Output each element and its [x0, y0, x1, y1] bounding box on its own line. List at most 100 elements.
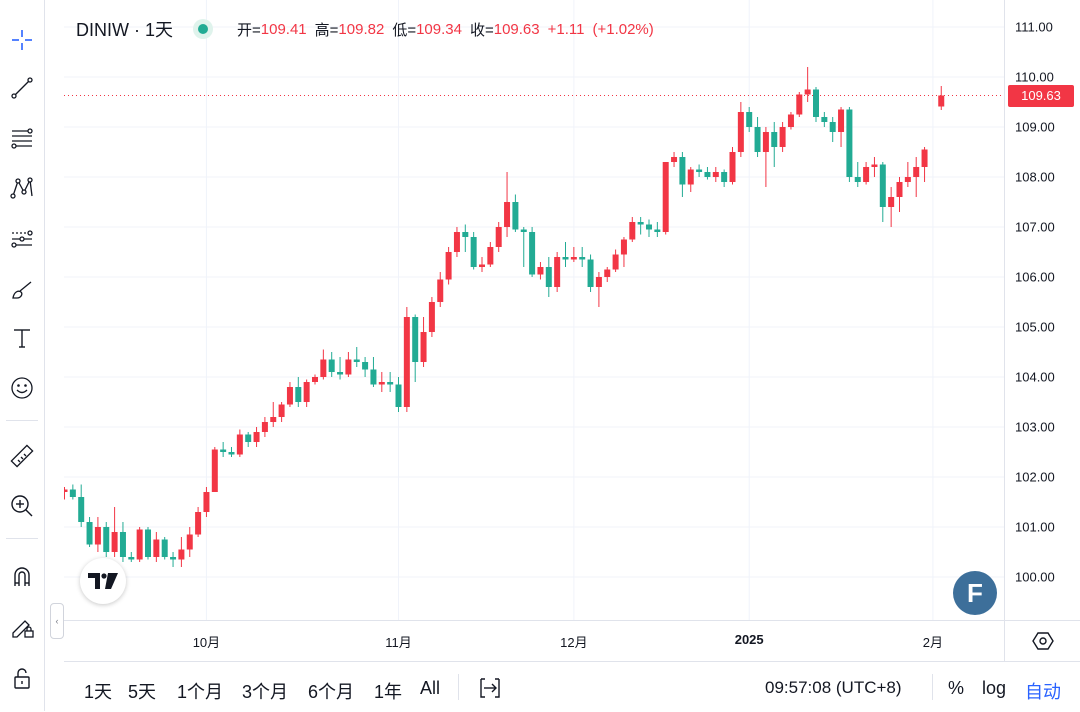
candle: [545, 257, 552, 297]
f-logo-badge[interactable]: F: [953, 571, 997, 615]
unlock-icon[interactable]: [0, 658, 44, 698]
time-tick-label: 2月: [922, 635, 944, 650]
change-percent: (+1.02%): [592, 20, 654, 38]
candle-body: [662, 162, 669, 232]
lock-drawing-icon[interactable]: [0, 606, 44, 646]
candle: [896, 177, 903, 212]
candle: [69, 484, 76, 500]
zoom-in-icon[interactable]: [0, 486, 44, 526]
candle-body: [654, 229, 661, 232]
range-6m-button[interactable]: 6个月: [308, 682, 355, 702]
pattern-icon[interactable]: [0, 168, 44, 208]
candle-body: [78, 497, 85, 522]
close-value: 109.63: [493, 20, 540, 38]
range-5d-button[interactable]: 5天: [128, 682, 157, 702]
candle: [395, 377, 402, 412]
price-tick-label: 103.00: [1015, 419, 1055, 435]
high-value: 109.82: [338, 20, 385, 38]
candle-body: [537, 267, 544, 275]
date-range-icon[interactable]: [476, 674, 504, 702]
magnet-icon[interactable]: [0, 556, 44, 596]
candle-body: [395, 384, 402, 407]
candle-body: [529, 232, 536, 275]
last-price-label: 109.63: [1008, 84, 1074, 107]
candle-body: [370, 369, 377, 385]
candle: [111, 507, 118, 557]
candle-body: [629, 222, 636, 240]
candle-body: [328, 359, 335, 372]
price-axis[interactable]: 111.00 110.00 109.00 108.00 107.00 106.00 105.…: [1004, 0, 1080, 620]
time-axis[interactable]: 10月 11月 12月 2025 2月: [64, 620, 1004, 661]
candle: [863, 162, 870, 185]
candle-body: [312, 377, 318, 382]
candle: [136, 527, 143, 562]
candle: [128, 552, 135, 562]
price-tick-label: 102.00: [1015, 469, 1055, 485]
time-tick-label: 11月: [385, 635, 412, 650]
range-1y-button[interactable]: 1年: [374, 682, 403, 702]
fib-retracement-icon[interactable]: [0, 118, 44, 158]
candle-body: [888, 197, 895, 207]
candle: [428, 297, 435, 337]
clock-timezone[interactable]: 09:57:08 (UTC+8): [765, 678, 902, 697]
candle: [170, 552, 177, 567]
candle-body: [253, 432, 260, 442]
candle: [512, 194, 519, 232]
candle-body: [595, 277, 602, 287]
trend-line-icon[interactable]: [0, 68, 44, 108]
price-tick-label: 108.00: [1015, 169, 1055, 185]
candle-body: [746, 112, 753, 127]
candle-body: [428, 302, 435, 332]
candle: [353, 347, 360, 367]
axis-settings-button[interactable]: [1004, 620, 1080, 661]
candle-body: [103, 527, 110, 552]
candle-body: [278, 404, 285, 417]
brush-icon[interactable]: [0, 270, 44, 310]
collapse-toolbar-button[interactable]: ‹: [50, 603, 64, 639]
crosshair-icon[interactable]: [0, 20, 44, 60]
candle-body: [721, 172, 728, 182]
symbol-title[interactable]: DINIW · 1天: [76, 20, 173, 40]
candle-body: [345, 359, 352, 375]
candle-body: [804, 89, 811, 95]
candle: [871, 157, 878, 177]
percent-scale-button[interactable]: %: [948, 678, 965, 698]
tradingview-logo[interactable]: [80, 558, 126, 604]
candle-body: [679, 157, 686, 185]
candle-body: [286, 387, 293, 405]
candle-body: [178, 549, 185, 560]
market-status-icon[interactable]: [193, 19, 213, 39]
candle-body: [646, 224, 652, 230]
candle: [529, 227, 536, 277]
candle-body: [620, 239, 627, 255]
candle: [612, 249, 619, 272]
candle: [286, 382, 293, 407]
ruler-icon[interactable]: [0, 436, 44, 476]
candle-body: [412, 317, 419, 362]
candle: [787, 112, 794, 130]
candle-body: [762, 132, 769, 152]
candle: [270, 402, 277, 427]
candle-body: [813, 89, 819, 117]
candle-body: [437, 279, 444, 302]
chart-pane[interactable]: [64, 0, 1004, 620]
text-icon[interactable]: [0, 318, 44, 358]
prediction-icon[interactable]: [0, 218, 44, 258]
candle: [721, 169, 728, 187]
range-3m-button[interactable]: 3个月: [242, 682, 289, 702]
auto-scale-button[interactable]: 自动: [1025, 682, 1061, 702]
range-1d-button[interactable]: 1天: [84, 682, 113, 702]
open-label: 开=: [237, 21, 261, 39]
log-scale-button[interactable]: log: [982, 678, 1007, 698]
candle: [879, 162, 886, 222]
emoji-icon[interactable]: [0, 368, 44, 408]
candle-body: [612, 254, 619, 270]
price-tick-label: 106.00: [1015, 269, 1055, 285]
candlestick-chart[interactable]: [64, 0, 1004, 620]
candle-body: [520, 229, 527, 232]
candle: [161, 537, 168, 560]
price-tick-label: 100.00: [1015, 569, 1055, 585]
range-all-button[interactable]: All: [420, 678, 441, 698]
range-1m-button[interactable]: 1个月: [177, 682, 224, 702]
candle: [295, 377, 302, 407]
